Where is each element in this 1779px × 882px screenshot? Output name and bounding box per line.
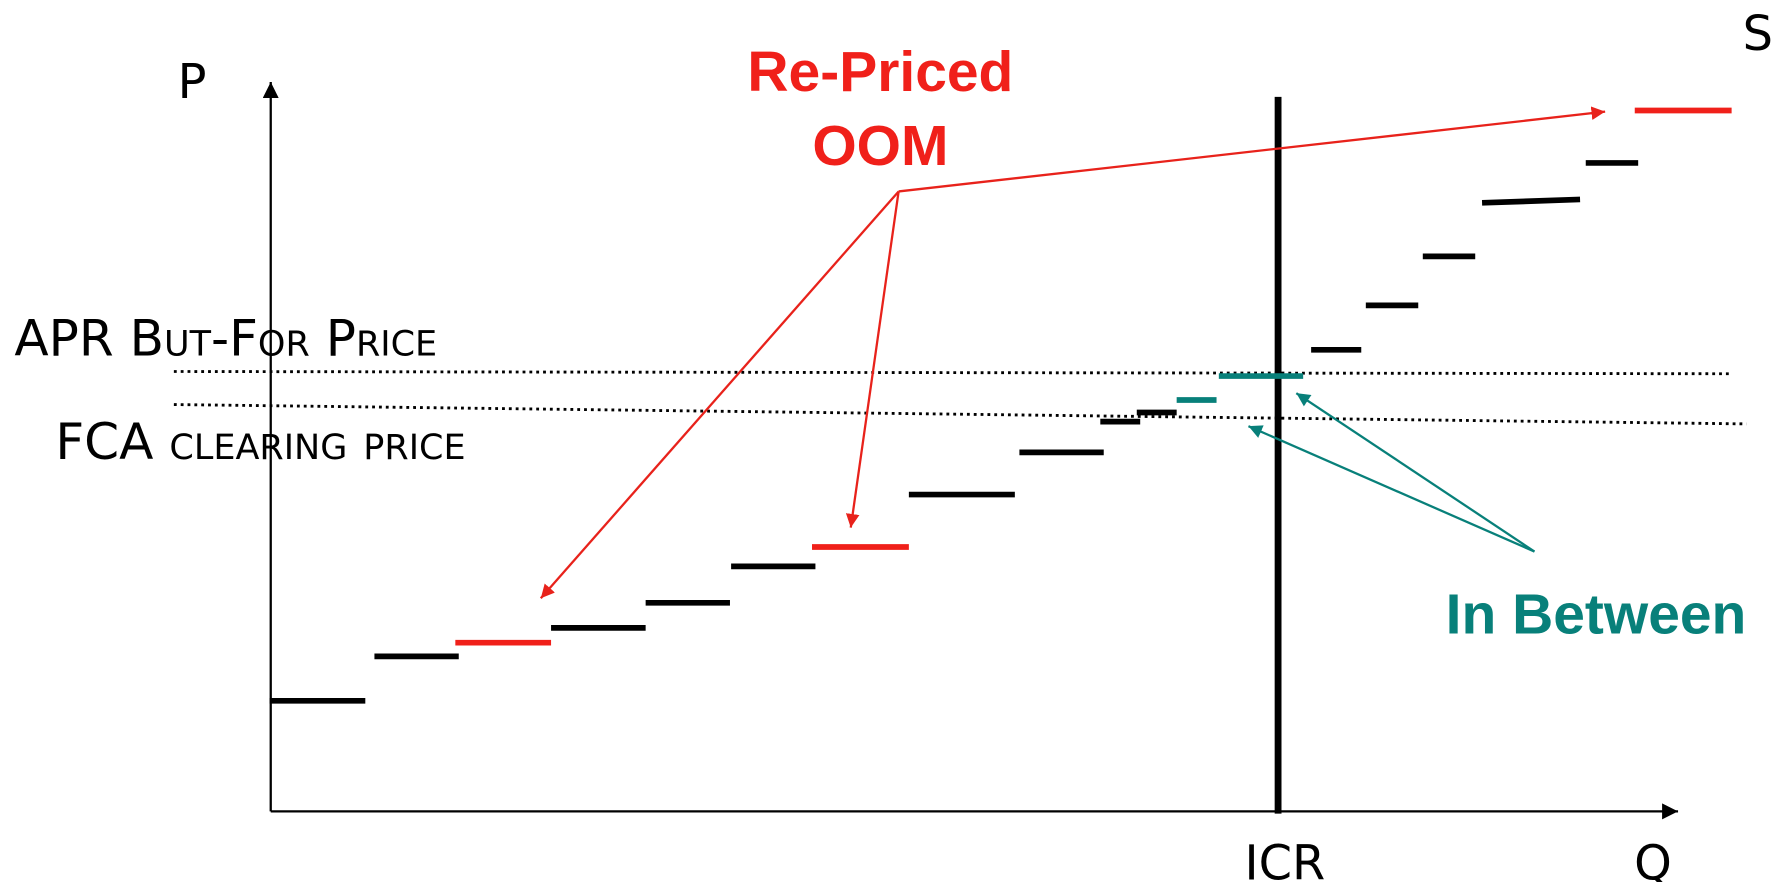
s-label: S — [1743, 7, 1773, 62]
axes — [262, 82, 1679, 820]
apr-line — [173, 370, 1733, 376]
supply-steps — [269, 107, 1732, 704]
arrow — [845, 191, 900, 528]
repriced-label: OOM — [812, 114, 948, 178]
arrow — [1247, 425, 1535, 553]
repriced-label: Re-Priced — [747, 40, 1013, 104]
step — [1481, 196, 1581, 206]
repriced-arrows — [539, 106, 1606, 600]
between-arrows — [1247, 392, 1536, 553]
in-between-label: In Between — [1446, 583, 1747, 647]
fca-line — [173, 403, 1747, 426]
apr-label: APR But-For Price — [14, 309, 437, 368]
arrow — [539, 190, 900, 600]
fca-label: FCA clearing price — [55, 412, 465, 471]
icr-label: ICR — [1245, 837, 1326, 882]
arrow — [898, 106, 1606, 193]
p-label: P — [178, 55, 207, 110]
q-label: Q — [1634, 837, 1672, 882]
arrow — [1295, 392, 1536, 553]
